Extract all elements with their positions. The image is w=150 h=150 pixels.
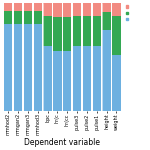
Bar bbox=[4, 11, 12, 24]
Bar bbox=[53, 17, 62, 51]
Bar bbox=[112, 3, 121, 16]
Bar bbox=[73, 16, 81, 46]
Legend: , , : , , bbox=[125, 5, 129, 22]
Bar bbox=[24, 11, 32, 24]
Bar bbox=[93, 16, 101, 46]
Bar bbox=[33, 3, 42, 11]
Bar bbox=[63, 3, 71, 17]
Bar bbox=[43, 46, 52, 111]
Bar bbox=[33, 11, 42, 24]
Bar bbox=[53, 51, 62, 111]
X-axis label: Dependent variable: Dependent variable bbox=[24, 138, 100, 147]
Bar bbox=[83, 3, 91, 16]
Bar bbox=[63, 51, 71, 111]
Bar bbox=[102, 30, 111, 111]
Bar bbox=[83, 46, 91, 111]
Bar bbox=[73, 3, 81, 16]
Bar bbox=[33, 24, 42, 111]
Bar bbox=[4, 24, 12, 111]
Bar bbox=[102, 3, 111, 12]
Bar bbox=[102, 12, 111, 30]
Bar bbox=[112, 54, 121, 111]
Bar bbox=[24, 3, 32, 11]
Bar bbox=[43, 16, 52, 46]
Bar bbox=[14, 11, 22, 24]
Bar bbox=[24, 24, 32, 111]
Bar bbox=[14, 24, 22, 111]
Bar bbox=[14, 3, 22, 11]
Bar bbox=[112, 16, 121, 54]
Bar bbox=[43, 3, 52, 16]
Bar bbox=[4, 3, 12, 11]
Bar bbox=[93, 3, 101, 16]
Bar bbox=[83, 16, 91, 46]
Bar bbox=[53, 3, 62, 17]
Bar bbox=[63, 17, 71, 51]
Bar bbox=[93, 46, 101, 111]
Bar bbox=[73, 46, 81, 111]
